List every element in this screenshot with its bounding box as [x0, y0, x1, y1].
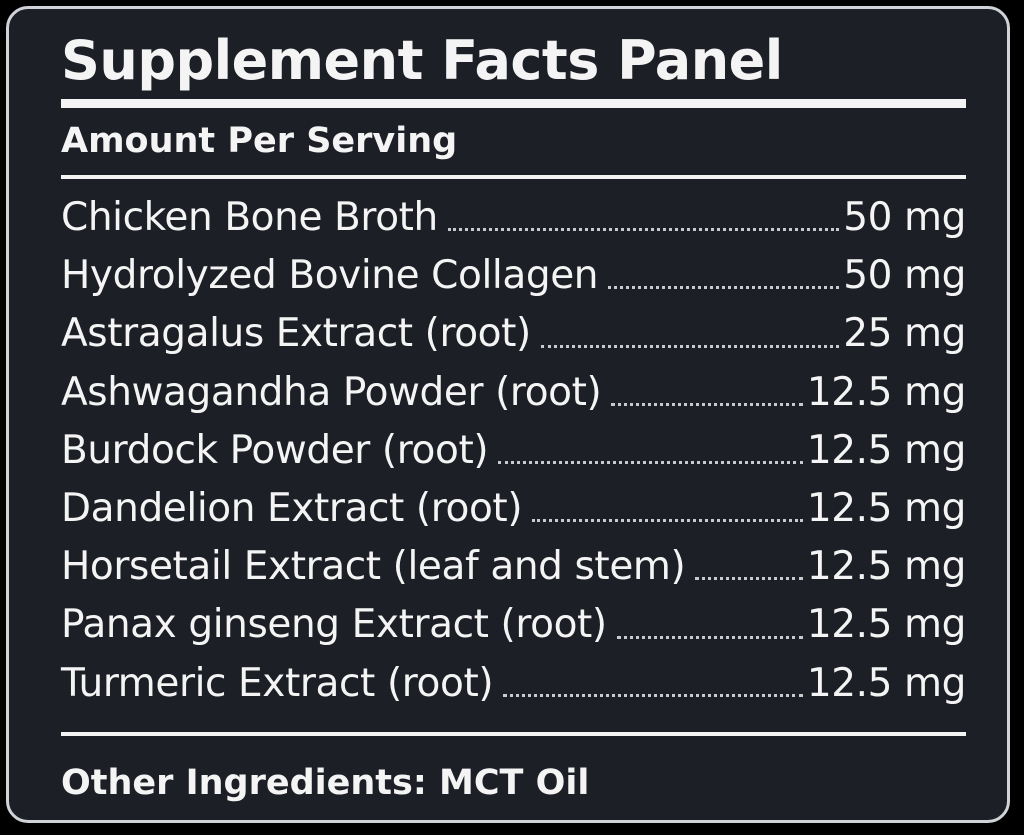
ingredient-row: Ashwagandha Powder (root) 12.5 mg: [61, 364, 966, 422]
panel-title: Supplement Facts Panel: [61, 29, 783, 92]
dot-leader: [608, 286, 840, 290]
ingredient-row: Hydrolyzed Bovine Collagen 50 mg: [61, 247, 966, 305]
ingredient-amount: 50 mg: [843, 195, 966, 240]
other-ingredients: Other Ingredients: MCT Oil: [61, 763, 590, 803]
ingredient-amount: 12.5 mg: [806, 485, 967, 531]
thick-divider: [61, 99, 966, 108]
dot-leader: [498, 460, 803, 464]
ingredient-name: Horsetail Extract (leaf and stem): [61, 544, 686, 590]
dot-leader: [616, 635, 803, 639]
ingredient-row: Panax ginseng Extract (root) 12.5 mg: [61, 596, 966, 654]
dot-leader: [611, 402, 803, 406]
supplement-facts-panel: Supplement Facts Panel Amount Per Servin…: [6, 6, 1010, 823]
ingredient-name: Panax ginseng Extract (root): [61, 602, 607, 648]
ingredient-amount: 12.5 mg: [806, 544, 967, 590]
ingredient-name: Ashwagandha Powder (root): [61, 369, 602, 415]
dot-leader: [695, 577, 803, 581]
ingredient-amount: 12.5 mg: [806, 427, 967, 473]
dot-leader: [503, 693, 803, 697]
ingredient-row: Dandelion Extract (root) 12.5 mg: [61, 480, 966, 538]
ingredient-name: Astragalus Extract (root): [61, 311, 531, 357]
ingredient-name: Dandelion Extract (root): [61, 485, 523, 531]
ingredient-row: Turmeric Extract (root) 12.5 mg: [61, 655, 966, 713]
dot-leader: [540, 344, 840, 348]
ingredient-name: Hydrolyzed Bovine Collagen: [61, 253, 599, 299]
amount-per-serving-heading: Amount Per Serving: [61, 121, 458, 161]
ingredient-amount: 12.5 mg: [806, 660, 967, 706]
ingredient-row: Chicken Bone Broth 50 mg: [61, 189, 966, 247]
ingredient-row: Burdock Powder (root) 12.5 mg: [61, 422, 966, 480]
dot-leader: [447, 228, 840, 232]
divider: [61, 732, 966, 736]
ingredient-name: Chicken Bone Broth: [61, 195, 438, 240]
ingredient-row: Astragalus Extract (root) 25 mg: [61, 305, 966, 363]
divider: [61, 175, 966, 179]
ingredient-amount: 12.5 mg: [806, 602, 967, 648]
ingredient-name: Burdock Powder (root): [61, 427, 489, 473]
ingredient-amount: 50 mg: [843, 253, 966, 299]
ingredient-name: Turmeric Extract (root): [61, 660, 494, 706]
ingredient-amount: 25 mg: [843, 311, 966, 357]
dot-leader: [532, 519, 803, 523]
ingredient-amount: 12.5 mg: [806, 369, 967, 415]
ingredient-row: Horsetail Extract (leaf and stem) 12.5 m…: [61, 538, 966, 596]
ingredient-list: Chicken Bone Broth 50 mg Hydrolyzed Bovi…: [61, 189, 966, 713]
